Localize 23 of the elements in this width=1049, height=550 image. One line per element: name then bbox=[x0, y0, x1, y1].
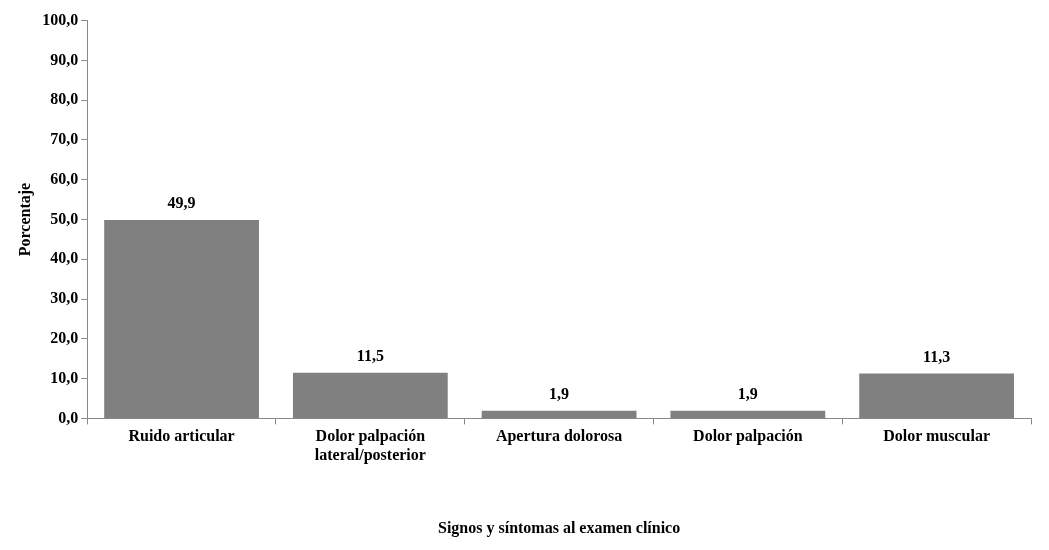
data-label: 1,9 bbox=[737, 384, 758, 402]
y-tick-label: 50,0 bbox=[50, 209, 79, 227]
y-tick-label: 90,0 bbox=[50, 50, 79, 68]
data-label: 1,9 bbox=[549, 384, 570, 402]
data-label: 11,3 bbox=[923, 347, 951, 365]
data-label: 11,5 bbox=[356, 346, 384, 364]
x-tick-label: Ruido articular bbox=[128, 427, 235, 445]
y-tick-label: 40,0 bbox=[50, 249, 79, 267]
x-tick-label: Apertura dolorosa bbox=[495, 427, 623, 446]
y-tick-label: 30,0 bbox=[50, 289, 79, 307]
x-tick-label: Dolor muscular bbox=[883, 427, 991, 445]
y-tick-label: 10,0 bbox=[50, 368, 79, 386]
y-tick-label: 20,0 bbox=[50, 328, 79, 346]
y-tick-label: 60,0 bbox=[50, 169, 79, 187]
x-tick-label: Dolor palpación lateral/posterior bbox=[314, 427, 426, 465]
y-tick-label: 70,0 bbox=[50, 130, 79, 148]
y-tick-label: 80,0 bbox=[50, 90, 79, 108]
x-tick-label: Dolor palpación bbox=[693, 427, 803, 446]
y-axis-title: Porcentaje bbox=[15, 182, 34, 257]
y-tick-label: 100,0 bbox=[42, 10, 79, 28]
y-tick-label: 0,0 bbox=[58, 408, 79, 426]
x-axis-title: Signos y síntomas al examen clínico bbox=[437, 518, 681, 537]
data-label: 49,9 bbox=[167, 194, 196, 212]
